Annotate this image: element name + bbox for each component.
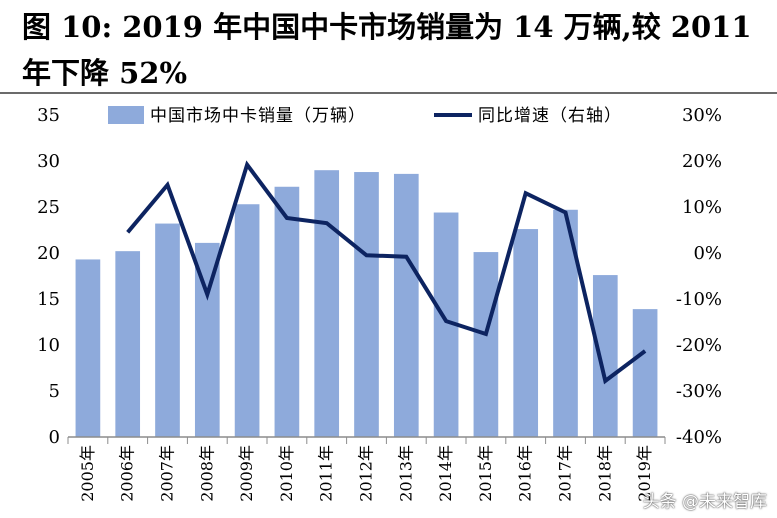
y-right-tick-label: -40% (676, 427, 722, 448)
bar-series (75, 170, 658, 438)
x-tick-label: 2009年 (237, 445, 256, 502)
growth-line (126, 160, 647, 385)
chart-title: 图 10: 2019 年中国中卡市场销量为 14 万辆,较 2011 年下降 5… (22, 10, 752, 90)
x-tick-label: 2008年 (197, 445, 216, 502)
x-tick-label: 2011年 (317, 445, 336, 502)
x-tick-label: 2016年 (516, 445, 535, 502)
x-tick-label: 2005年 (78, 445, 97, 502)
y-axis-left: 0 5 10 15 20 25 30 35 (37, 105, 60, 448)
bar-2019年 (632, 309, 658, 437)
y-left-tick-label: 20 (37, 243, 60, 264)
watermark: 头条 @未来智库 (642, 492, 767, 512)
bar-2013年 (393, 173, 419, 437)
y-right-tick-label: 20% (682, 151, 722, 172)
x-tick-label: 2013年 (396, 445, 415, 502)
x-tick-label: 2015年 (476, 445, 495, 502)
x-tick-label: 2012年 (357, 445, 376, 502)
legend-bar-label: 中国市场中卡销量（万辆） (150, 106, 366, 126)
title-divider (0, 92, 777, 94)
bar-2016年 (513, 229, 539, 437)
bar-2007年 (155, 223, 180, 437)
y-left-tick-label: 0 (49, 427, 60, 448)
y-right-tick-label: -10% (676, 289, 722, 310)
y-left-tick-label: 25 (37, 197, 60, 218)
bar-2011年 (314, 170, 340, 437)
x-tick-label: 2019年 (635, 445, 654, 502)
y-left-tick-label: 35 (37, 105, 60, 126)
legend-bar-swatch (108, 106, 144, 124)
y-right-tick-label: -20% (676, 335, 722, 356)
x-tick-label: 2014年 (436, 445, 455, 502)
legend: 中国市场中卡销量（万辆） 同比增速（右轴） (108, 106, 622, 126)
bar-2010年 (274, 186, 300, 437)
y-left-tick-label: 15 (37, 289, 60, 310)
y-left-tick-label: 30 (37, 151, 60, 172)
y-right-tick-label: 0% (693, 243, 722, 264)
bar-2006年 (115, 251, 141, 437)
bar-2015年 (473, 252, 499, 437)
bar-2012年 (354, 172, 379, 438)
bar-2009年 (234, 204, 260, 437)
y-axis-right: -40% -30% -20% -10% 0% 10% 20% 30% (676, 105, 722, 448)
y-right-tick-label: 10% (682, 197, 722, 218)
bar-2018年 (592, 275, 618, 437)
y-left-tick-label: 5 (49, 381, 60, 402)
y-right-tick-label: -30% (676, 381, 722, 402)
y-right-tick-label: 30% (682, 105, 722, 126)
legend-line-label: 同比增速（右轴） (478, 106, 622, 126)
x-tick-label: 2007年 (158, 445, 177, 502)
x-tick-label: 2006年 (118, 445, 137, 502)
x-tick-label: 2010年 (277, 445, 296, 502)
x-axis: 2005年 2006年 2007年 2008年 2009年 2010年 2011年 2012年… (67, 436, 666, 502)
line-series (126, 160, 647, 385)
bar-2005年 (75, 259, 101, 437)
x-tick-label: 2017年 (556, 445, 575, 502)
x-tick-label: 2018年 (595, 445, 614, 502)
y-left-tick-label: 10 (37, 335, 60, 356)
